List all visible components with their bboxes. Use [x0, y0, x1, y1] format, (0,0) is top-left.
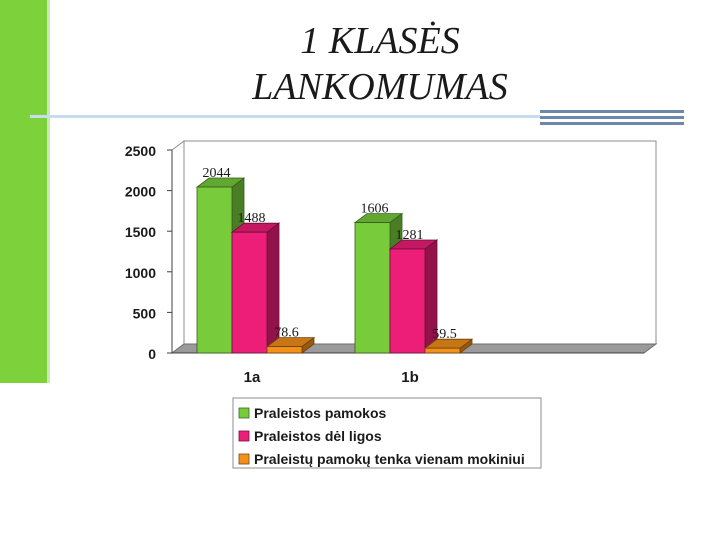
bar: [231, 231, 268, 354]
y-tick-label: 1500: [125, 224, 156, 240]
data-label: 1281: [396, 228, 424, 243]
bar: [196, 186, 233, 354]
accent-bar: [0, 0, 47, 383]
legend-swatch: [238, 453, 250, 465]
divider-bar: [540, 110, 684, 113]
data-label: 1488: [238, 211, 266, 226]
x-tick-label: 1a: [244, 369, 261, 386]
title-divider-bars: [540, 110, 684, 128]
y-tick-label: 500: [133, 305, 157, 321]
bar: [389, 248, 426, 354]
legend-swatch: [238, 407, 250, 419]
data-label: 2044: [203, 166, 231, 181]
y-tick-label: 0: [148, 346, 156, 362]
divider-bar: [540, 122, 684, 125]
x-tick-label: 1b: [401, 369, 419, 386]
y-tick-label: 2500: [125, 143, 156, 159]
legend-entry: Praleistos pamokos: [254, 405, 386, 421]
y-tick-label: 2000: [125, 184, 156, 200]
data-label: 1606: [361, 202, 389, 217]
bar: [424, 347, 461, 354]
accent-bar-edge: [47, 0, 50, 383]
legend-swatch: [238, 430, 250, 442]
y-tick-label: 1000: [125, 265, 156, 281]
title-divider: [30, 115, 540, 118]
divider-bar: [540, 116, 684, 119]
slide-title-line2: LANKOMUMAS: [252, 66, 508, 108]
slide-title: 1 KLASĖS LANKOMUMAS: [200, 18, 560, 110]
legend-entry: Praleistos dėl ligos: [254, 428, 382, 444]
slide-title-line1: 1 KLASĖS: [300, 20, 460, 62]
data-label: 78.6: [274, 326, 299, 341]
data-label: 59.5: [432, 327, 457, 342]
bar: [266, 346, 303, 354]
legend-entry: Praleistų pamokų tenka vienam mokiniui: [254, 451, 525, 467]
plot-side-wall: [171, 140, 185, 354]
bar: [354, 222, 391, 354]
legend-box: [232, 397, 542, 469]
